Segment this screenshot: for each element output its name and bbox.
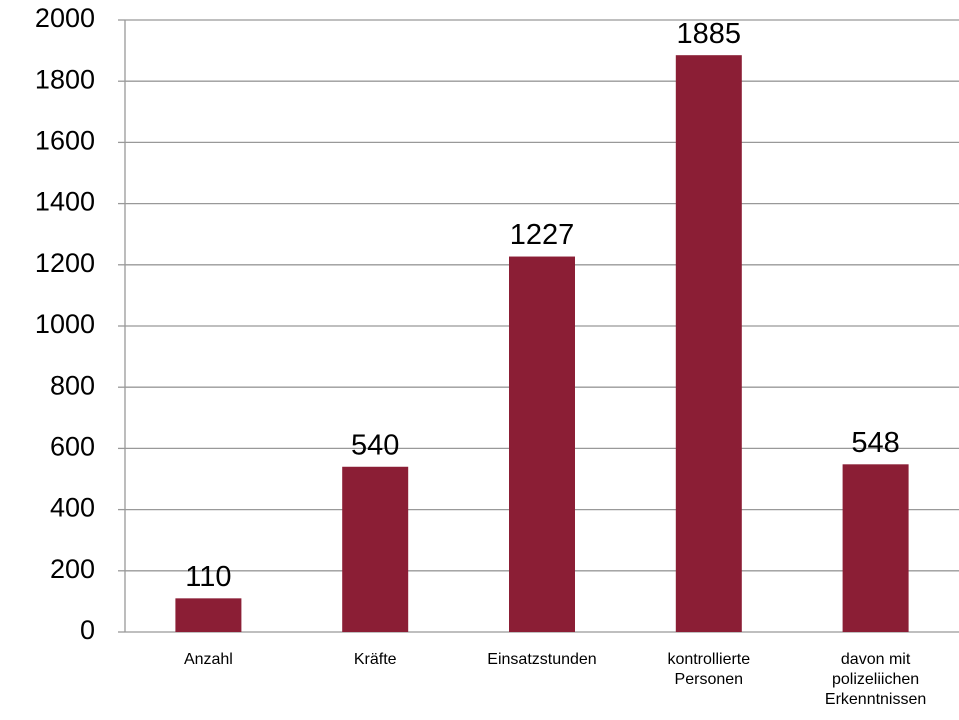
- value-label: 540: [351, 429, 399, 461]
- bar: [675, 55, 742, 632]
- y-tick-label: 600: [50, 432, 95, 462]
- value-label: 1227: [510, 219, 575, 251]
- y-tick-label: 200: [50, 554, 95, 584]
- x-tick-label: Anzahl: [184, 651, 233, 668]
- x-tick-label: Einsatzstunden: [487, 651, 596, 668]
- y-tick-label: 400: [50, 493, 95, 523]
- y-tick-label: 1200: [35, 248, 95, 278]
- x-tick-label: kontrollierte Personen: [667, 651, 750, 688]
- y-tick-label: 1600: [35, 126, 95, 156]
- bar: [509, 256, 575, 632]
- y-tick-label: 1400: [35, 187, 95, 217]
- y-tick-label: 0: [80, 615, 95, 645]
- value-label: 110: [185, 561, 231, 593]
- bar: [342, 466, 409, 632]
- y-tick-label: 2000: [35, 3, 95, 33]
- value-label: 1885: [677, 18, 742, 50]
- x-tick-label: Kräfte: [354, 651, 397, 668]
- y-tick-label: 1000: [35, 309, 95, 339]
- value-label: 548: [851, 427, 899, 459]
- y-tick-label: 800: [50, 370, 95, 400]
- bar: [842, 464, 909, 632]
- y-tick-label: 1800: [35, 64, 95, 94]
- x-tick-label: davon mit polizeliichen Erkenntnissen: [825, 651, 926, 708]
- bar: [175, 598, 242, 632]
